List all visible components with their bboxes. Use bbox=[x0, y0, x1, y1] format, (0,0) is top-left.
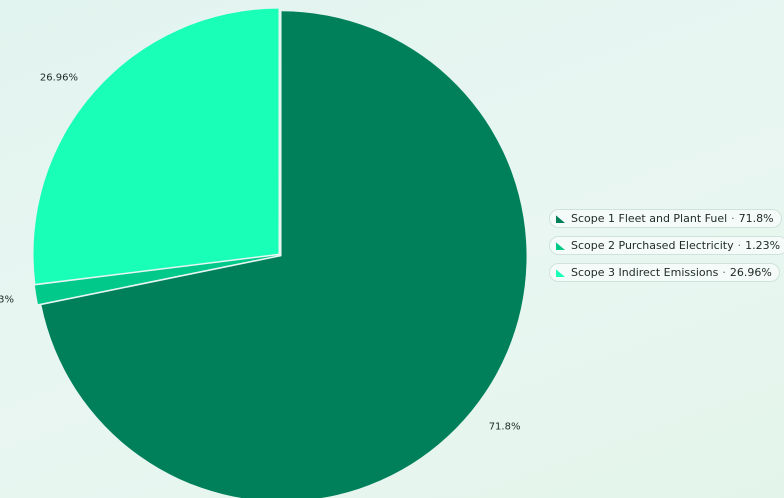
legend-separator: · bbox=[731, 212, 735, 225]
legend-label: Scope 2 Purchased Electricity bbox=[571, 239, 734, 252]
legend-value: 1.23% bbox=[745, 239, 781, 252]
legend-item-scope-3[interactable]: Scope 3 Indirect Emissions · 26.96% bbox=[549, 263, 780, 282]
pie-slice-3[interactable] bbox=[33, 8, 279, 284]
legend-separator: · bbox=[722, 266, 726, 279]
pie-slice-1[interactable] bbox=[41, 11, 527, 498]
pie-slice-label-1: 71.8% bbox=[489, 422, 521, 433]
legend-item-scope-1[interactable]: Scope 1 Fleet and Plant Fuel · 71.8% bbox=[549, 209, 782, 228]
legend-value: 71.8% bbox=[738, 212, 774, 225]
pie-slice-label-3: 26.96% bbox=[40, 73, 78, 84]
legend-swatch-scope-2 bbox=[556, 242, 565, 250]
legend-item-scope-2[interactable]: Scope 2 Purchased Electricity · 1.23% bbox=[549, 236, 784, 255]
pie-slice-label-2: 1.23% bbox=[0, 294, 14, 305]
pie-labels: 71.8% 1.23% 26.96% bbox=[0, 73, 520, 433]
pie-slice-2[interactable] bbox=[34, 255, 279, 305]
legend-value: 26.96% bbox=[729, 266, 772, 279]
legend-label: Scope 1 Fleet and Plant Fuel bbox=[571, 212, 728, 225]
pie-slices bbox=[33, 8, 527, 498]
legend-swatch-scope-1 bbox=[556, 215, 565, 223]
legend-separator: · bbox=[737, 239, 742, 252]
chart-legend: Scope 1 Fleet and Plant Fuel · 71.8% Sco… bbox=[549, 209, 784, 282]
legend-swatch-scope-3 bbox=[556, 269, 565, 277]
legend-label: Scope 3 Indirect Emissions bbox=[571, 266, 719, 279]
